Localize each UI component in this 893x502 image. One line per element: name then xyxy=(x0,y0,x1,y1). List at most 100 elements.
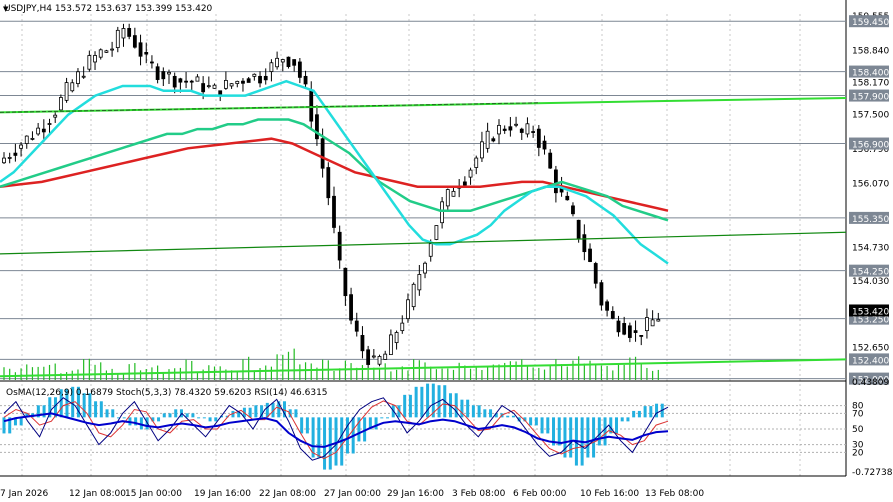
candle-body xyxy=(462,181,467,186)
osma-bar xyxy=(637,410,641,418)
level-tag xyxy=(849,211,889,224)
candle-body xyxy=(548,152,553,169)
candle-body xyxy=(303,75,308,85)
price-tick-label: 154.030 xyxy=(852,277,889,287)
candle-body xyxy=(582,234,587,253)
candle-body xyxy=(246,78,251,83)
candle-body xyxy=(98,49,103,58)
osma-bar xyxy=(42,405,46,418)
candle-body xyxy=(121,28,126,39)
osma-bar xyxy=(162,413,166,418)
stoch-main-line xyxy=(3,397,669,461)
osma-bar xyxy=(345,417,349,454)
candle-body xyxy=(502,128,507,131)
candle-body xyxy=(599,282,604,306)
candle-body xyxy=(411,283,416,308)
osma-bar xyxy=(609,417,613,434)
candle-body xyxy=(656,319,661,322)
osma-bar xyxy=(185,413,189,418)
osma-bar xyxy=(363,417,367,442)
candle-body xyxy=(605,301,610,311)
indicator-tick-label: 70 xyxy=(852,409,864,419)
grid xyxy=(0,0,847,477)
candle-body xyxy=(360,335,365,352)
candle-body xyxy=(434,225,439,240)
osma-bar xyxy=(511,415,515,418)
candle-body xyxy=(70,82,75,92)
time-tick-label: 7 Jan 2026 xyxy=(0,489,48,499)
moving-averages xyxy=(0,79,669,265)
osma-bar xyxy=(643,406,647,418)
level-tag-label: 152.400 xyxy=(852,356,889,366)
osma-bar xyxy=(620,417,624,422)
candle-body xyxy=(497,124,501,135)
osma-bar xyxy=(460,399,464,418)
osma-bar xyxy=(25,413,29,418)
candle-body xyxy=(491,138,496,142)
osma-bar xyxy=(54,397,58,418)
osma-bar xyxy=(466,399,470,418)
candle-body xyxy=(76,71,80,84)
candle-body xyxy=(565,195,570,201)
candle-body xyxy=(241,80,245,84)
osma-bar xyxy=(277,401,281,418)
osma-bar xyxy=(374,417,378,430)
osma-bar xyxy=(248,407,252,418)
time-tick-label: 27 Jan 00:00 xyxy=(324,489,381,499)
osma-bar xyxy=(477,405,481,418)
candle-body xyxy=(553,169,558,194)
candle-body xyxy=(508,126,513,131)
osma-bar xyxy=(328,417,332,470)
candle-body xyxy=(297,61,302,78)
candle-body xyxy=(576,219,581,240)
osma-bar xyxy=(626,417,630,422)
osma-bar xyxy=(311,417,315,458)
symbol-menu-icon[interactable]: ▼ xyxy=(3,5,9,13)
level-tag-label: 155.350 xyxy=(852,215,889,225)
trendlines xyxy=(0,96,847,378)
candle-body xyxy=(235,80,240,84)
osma-bar xyxy=(597,417,601,446)
candle-body xyxy=(354,320,359,332)
candle-body xyxy=(110,48,115,51)
candle-body xyxy=(474,157,479,168)
candle-body xyxy=(388,334,393,356)
candle-body xyxy=(178,78,183,83)
osma-bar xyxy=(237,410,241,418)
candle-body xyxy=(172,75,177,88)
candle-body xyxy=(47,123,52,125)
candle-body xyxy=(2,157,6,164)
time-tick-label: 15 Jan 00:00 xyxy=(125,489,182,499)
osma-bar xyxy=(414,386,418,418)
candle-body xyxy=(53,114,58,118)
osma-bar xyxy=(471,405,475,418)
osma-bar xyxy=(214,417,218,422)
osma-bar xyxy=(151,417,155,422)
osma-bar xyxy=(368,417,372,430)
candle-body xyxy=(286,56,291,67)
candle-body xyxy=(343,267,348,297)
osma-bar xyxy=(139,417,143,430)
candle-body xyxy=(229,83,234,87)
osma-bar xyxy=(157,417,161,422)
indicator-tick-label: 0.43809 xyxy=(852,378,889,388)
osma-bar xyxy=(88,393,92,418)
candle-body xyxy=(19,144,23,149)
candle-body xyxy=(645,317,649,332)
osma-bar xyxy=(552,417,556,446)
candle-body xyxy=(212,84,217,89)
candle-body xyxy=(144,51,149,55)
candle-body xyxy=(485,130,490,149)
osma-bar xyxy=(655,403,659,418)
candle-body xyxy=(132,35,137,48)
candle-body xyxy=(326,167,331,199)
time-tick-label: 19 Jan 16:00 xyxy=(194,489,251,499)
osma-bar xyxy=(323,417,327,470)
osma-bar xyxy=(225,415,229,418)
candle-body xyxy=(451,190,456,197)
osma-bar xyxy=(403,394,407,418)
candle-body xyxy=(371,355,376,358)
candle-body xyxy=(150,61,154,64)
chart-header: USDJPY,H4 153.572 153.637 153.399 153.42… xyxy=(4,4,213,14)
